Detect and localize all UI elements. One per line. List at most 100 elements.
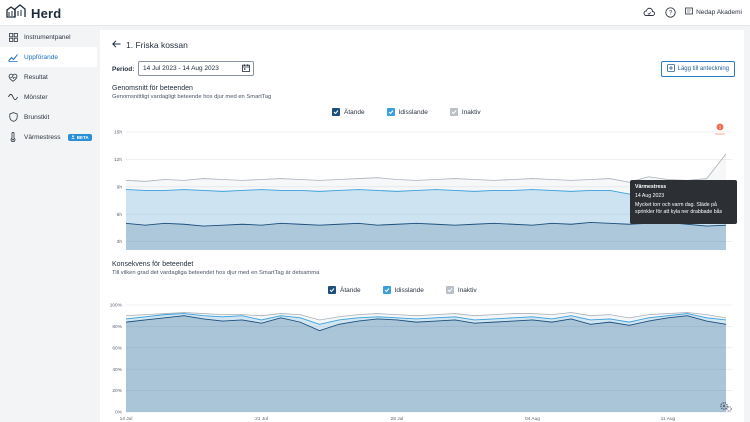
sidebar: Instrumentpanel Uppförande Resultat Möns… — [0, 27, 97, 422]
user-icon — [71, 134, 76, 139]
academy-link[interactable]: Nedap Akademi — [685, 7, 742, 17]
sidebar-item-label: Värmestress — [24, 133, 61, 141]
heat-stress-tooltip: Värmestress 14 Aug 2023 Mycket torr och … — [630, 180, 737, 224]
svg-text:?: ? — [668, 10, 672, 16]
sidebar-item-brunstkit[interactable]: Brunstkit — [0, 107, 97, 127]
shield-icon — [8, 112, 18, 122]
note-add-icon — [666, 64, 675, 74]
sidebar-item-uppforande[interactable]: Uppförande — [0, 47, 97, 67]
chart1-legend: Ätande Idisslande Inaktiv — [332, 108, 481, 116]
add-note-label: Lägg till anteckning — [677, 66, 729, 72]
legend-inactive[interactable]: Inaktiv — [445, 286, 477, 294]
period-date-range-input[interactable]: 14 Jul 2023 - 14 Aug 2023 — [138, 61, 254, 76]
x-tick-label: 28 Jul — [391, 416, 404, 422]
legend-label: Ätande — [344, 108, 365, 116]
legend-ruminating[interactable]: Idisslande — [382, 286, 424, 294]
chart2-subtitle: Till vilken grad det vardagliga beteende… — [112, 270, 320, 276]
sidebar-item-label: Mönster — [24, 93, 48, 101]
period-label: Period: — [112, 66, 135, 73]
legend-inactive[interactable]: Inaktiv — [449, 108, 481, 116]
tooltip-date: 14 Aug 2023 — [635, 193, 665, 199]
checkbox-checked-icon[interactable] — [445, 286, 454, 294]
x-tick-label: 11 Aug — [661, 416, 676, 422]
checkbox-checked-icon[interactable] — [328, 286, 336, 294]
series-area-0 — [126, 315, 726, 412]
sidebar-item-monster[interactable]: Mönster — [0, 87, 97, 107]
app-logo[interactable]: Herd — [6, 4, 61, 23]
top-bar: Herd ? Nedap Akademi — [0, 0, 750, 26]
series-area-0 — [126, 222, 726, 250]
y-tick-label: 3h — [117, 239, 123, 245]
trend-icon — [8, 52, 18, 62]
series-area-1 — [126, 313, 726, 412]
sidebar-item-label: Resultat — [24, 73, 48, 81]
y-tick-label: 12h — [114, 157, 122, 163]
sidebar-item-label: Instrumentpanel — [24, 33, 71, 41]
series-area-2 — [126, 153, 726, 250]
period-value: 14 Jul 2023 - 14 Aug 2023 — [143, 65, 219, 72]
legend-standing[interactable]: Ätande — [328, 286, 361, 294]
legend-label: Inaktiv — [457, 286, 477, 294]
calendar-icon[interactable] — [242, 64, 250, 74]
thermometer-icon — [8, 132, 18, 142]
checkbox-checked-icon[interactable] — [449, 108, 458, 116]
checkbox-checked-icon[interactable] — [332, 108, 340, 116]
series-line-0[interactable] — [125, 315, 727, 332]
help-icon[interactable]: ? — [664, 6, 676, 18]
pattern-icon — [8, 92, 18, 102]
checkbox-checked-icon[interactable] — [382, 286, 391, 294]
sidebar-item-label: Uppförande — [24, 53, 58, 61]
academy-label: Nedap Akademi — [696, 8, 742, 16]
behaviour-consistency-chart: 0% 20% 40% 60% 80% 100% 14 Jul 21 Jul 28 Jul 04 A… — [110, 303, 732, 422]
heat-stress-marker[interactable]: 1 — [715, 123, 725, 135]
cloud-sync-icon[interactable] — [643, 6, 656, 18]
results-icon — [8, 72, 18, 82]
series-line-2[interactable] — [125, 153, 727, 183]
checkbox-checked-icon[interactable] — [386, 108, 395, 116]
y-tick-label: 9h — [117, 184, 123, 190]
chart1-title: Genomsnitt för beteenden — [112, 85, 193, 92]
beta-badge-label: BETA — [76, 134, 89, 140]
y-tick-label: 0% — [115, 410, 123, 416]
academy-icon — [685, 7, 694, 17]
herd-logo-icon — [6, 4, 26, 23]
add-note-button[interactable]: Lägg till anteckning — [660, 61, 735, 77]
y-tick-label: 6h — [117, 212, 123, 218]
legend-label: Ätande — [340, 286, 361, 294]
sidebar-item-instrumentpanel[interactable]: Instrumentpanel — [0, 27, 97, 47]
main-panel: 1. Friska kossan Period: 14 Jul 2023 - 1… — [100, 30, 744, 422]
legend-label: Inaktiv — [461, 108, 481, 116]
tooltip-text: Mycket torr och varm dag. Släde på sprin… — [635, 202, 723, 215]
marker-count: 1 — [719, 125, 722, 130]
x-tick-label: 21 Jul — [255, 416, 268, 422]
y-tick-label: 15h — [114, 130, 122, 136]
legend-label: Idisslande — [394, 286, 424, 294]
page-title-bar: 1. Friska kossan — [112, 40, 188, 50]
sidebar-item-resultat[interactable]: Resultat — [0, 67, 97, 87]
legend-label: Idisslande — [398, 108, 428, 116]
series-area-2 — [126, 312, 726, 412]
y-tick-label: 20% — [112, 388, 122, 394]
series-line-1[interactable] — [125, 189, 727, 195]
sidebar-item-label: Brunstkit — [24, 113, 50, 121]
chart1-subtitle: Genomsnittligt vardagligt beteende hos d… — [112, 94, 272, 100]
legend-standing[interactable]: Ätande — [332, 108, 365, 116]
series-area-1 — [126, 189, 726, 250]
dashboard-icon — [8, 32, 18, 42]
series-line-1[interactable] — [125, 313, 727, 325]
page-title: 1. Friska kossan — [126, 40, 188, 50]
app-name: Herd — [31, 6, 62, 21]
y-tick-label: 60% — [112, 345, 122, 351]
chart2-legend: Ätande Idisslande Inaktiv — [328, 286, 477, 294]
series-line-0[interactable] — [125, 221, 727, 227]
x-tick-label: 04 Aug — [525, 416, 540, 422]
sidebar-item-varmestress[interactable]: Värmestress BETA — [0, 127, 97, 147]
y-tick-label: 80% — [112, 324, 122, 330]
back-arrow-icon[interactable] — [112, 40, 121, 50]
y-tick-label: 40% — [112, 367, 122, 373]
y-tick-label: 100% — [110, 303, 123, 309]
series-line-2[interactable] — [125, 312, 727, 321]
legend-ruminating[interactable]: Idisslande — [386, 108, 428, 116]
tooltip-title: Värmestress — [635, 184, 667, 190]
